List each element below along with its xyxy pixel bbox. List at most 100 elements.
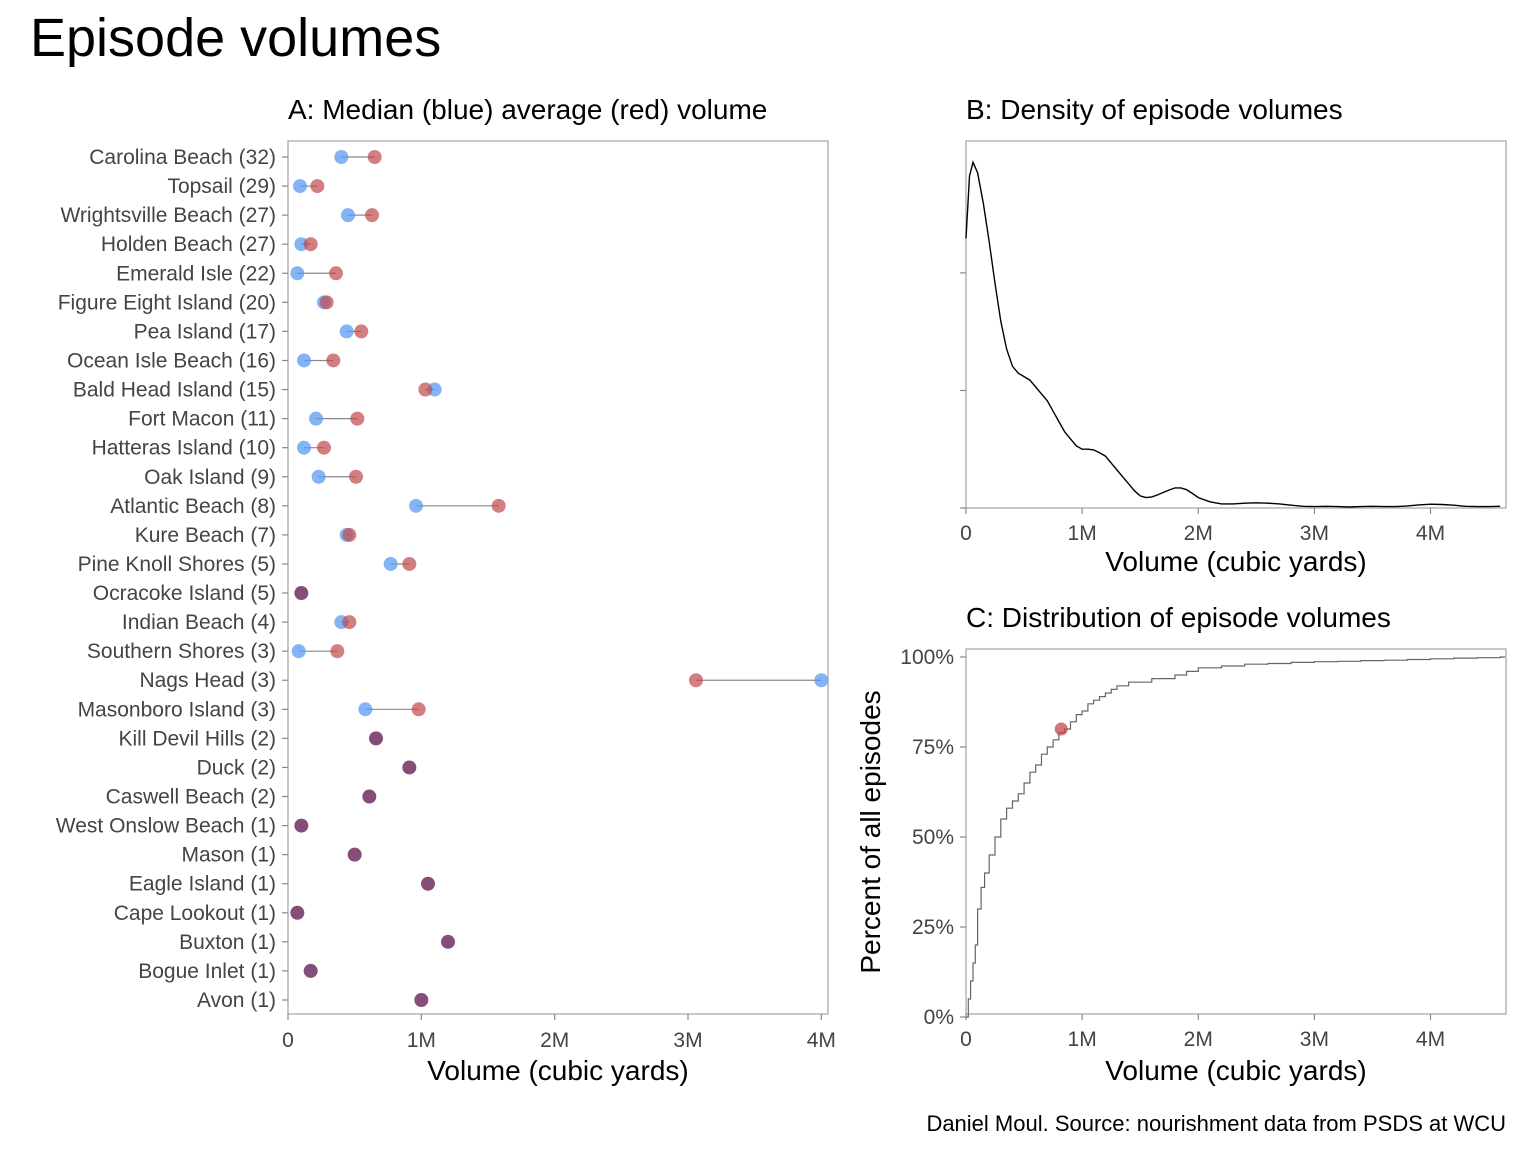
y-tick-label: Cape Lookout (1)	[114, 902, 276, 925]
y-tick-label: Atlantic Beach (8)	[110, 495, 276, 518]
median-point	[311, 469, 326, 484]
x-tick-label: 4M	[1416, 522, 1445, 545]
x-tick-label: 2M	[1184, 1028, 1213, 1051]
y-tick-label: West Onslow Beach (1)	[56, 815, 276, 838]
average-point	[326, 353, 341, 368]
panel-b-frame	[965, 140, 1507, 509]
y-tick-label: Figure Eight Island (20)	[58, 291, 276, 314]
average-point	[303, 237, 318, 252]
x-tick-label: 2M	[1184, 522, 1213, 545]
average-point	[310, 179, 325, 194]
overlap-point	[441, 934, 455, 949]
overlap-point	[294, 586, 309, 601]
panel-a-frame	[287, 140, 829, 1015]
y-tick-label: Holden Beach (27)	[101, 233, 276, 256]
average-point	[319, 295, 334, 310]
x-tick-label: 4M	[1416, 1028, 1445, 1051]
y-tick-label: 75%	[912, 736, 954, 759]
panel-c-x-axis-title: Volume (cubic yards)	[1105, 1055, 1366, 1086]
x-tick-label: 3M	[1300, 1028, 1329, 1051]
cdf-step-curve	[966, 656, 1505, 1018]
y-tick-label: Buxton (1)	[179, 931, 276, 954]
average-point	[367, 150, 382, 164]
main-title: Episode volumes	[30, 8, 442, 68]
y-tick-label: 25%	[912, 916, 954, 939]
median-point	[814, 673, 829, 688]
median-point	[297, 353, 311, 368]
y-tick-label: Bald Head Island (15)	[73, 379, 276, 402]
panel-c: C: Distribution of episode volumes 0% 25%…	[855, 602, 1507, 1086]
panel-c-title: C: Distribution of episode volumes	[966, 602, 1391, 633]
median-point	[290, 266, 305, 281]
panel-b-x-axis-title: Volume (cubic yards)	[1105, 546, 1366, 577]
x-tick-label: 1M	[1068, 1028, 1097, 1051]
y-tick-label: Southern Shores (3)	[87, 640, 276, 663]
y-tick-label: Pine Knoll Shores (5)	[78, 553, 276, 576]
average-point	[342, 615, 357, 630]
panel-b-x-axis: 0 1M 2M 3M 4M	[960, 508, 1445, 545]
panel-a-title: A: Median (blue) average (red) volume	[288, 94, 767, 125]
overlap-point	[414, 993, 429, 1007]
x-tick-label: 3M	[673, 1029, 702, 1052]
panel-b-title: B: Density of episode volumes	[966, 94, 1343, 125]
y-tick-label: Pea Island (17)	[134, 320, 276, 343]
x-tick-label: 1M	[407, 1029, 436, 1052]
y-tick-label: Nags Head (3)	[139, 669, 276, 692]
x-tick-label: 1M	[1068, 522, 1097, 545]
y-tick-label: Eagle Island (1)	[129, 873, 276, 896]
average-point	[329, 266, 343, 281]
panel-c-frame	[965, 648, 1507, 1015]
median-point	[409, 498, 423, 513]
median-point	[297, 440, 311, 455]
average-point	[402, 556, 417, 571]
y-tick-label: Kure Beach (7)	[135, 524, 276, 547]
median-point	[309, 411, 323, 426]
panel-b-y-axis	[960, 272, 966, 509]
y-tick-label: Hatteras Island (10)	[92, 437, 276, 460]
y-tick-label: Emerald Isle (22)	[116, 262, 276, 285]
average-point	[491, 498, 506, 513]
average-point	[354, 324, 369, 339]
panel-a-marks	[290, 150, 829, 1007]
x-tick-label: 0	[282, 1029, 294, 1052]
density-curve	[965, 160, 1501, 508]
panel-c-y-axis-title: Percent of all episodes	[855, 690, 886, 973]
x-tick-label: 2M	[540, 1029, 569, 1052]
y-tick-label: Indian Beach (4)	[122, 611, 276, 634]
y-tick-label: Masonboro Island (3)	[78, 698, 276, 721]
overlap-point	[294, 818, 309, 833]
y-tick-label: Duck (2)	[197, 756, 276, 779]
median-point	[383, 556, 398, 571]
average-point	[342, 527, 357, 542]
average-point	[365, 208, 379, 223]
average-point	[411, 702, 426, 717]
overlap-point	[369, 731, 383, 746]
x-tick-label: 3M	[1300, 522, 1329, 545]
y-tick-label: Ocean Isle Beach (16)	[67, 349, 276, 372]
y-tick-label: Bogue Inlet (1)	[138, 960, 276, 983]
y-tick-label: Caswell Beach (2)	[106, 786, 276, 809]
average-point	[418, 382, 433, 397]
average-point	[689, 673, 703, 688]
y-tick-label: 50%	[912, 826, 954, 849]
average-point	[350, 411, 365, 426]
panel-b: B: Density of episode volumes 0 1M 2M 3M 4M …	[960, 94, 1507, 577]
caption: Daniel Moul. Source: nourishment data fr…	[926, 1111, 1506, 1136]
overlap-point	[347, 847, 362, 862]
x-tick-label: 4M	[807, 1029, 836, 1052]
overlap-point	[421, 876, 435, 891]
panel-c-x-axis: 0 1M 2M 3M 4M	[960, 1014, 1445, 1051]
overlap-point	[402, 760, 417, 775]
cdf-highlight-point	[1054, 722, 1068, 736]
median-point	[291, 644, 306, 659]
y-tick-label: Avon (1)	[197, 989, 276, 1012]
average-point	[330, 644, 345, 659]
overlap-point	[290, 905, 305, 920]
y-tick-label: Fort Macon (11)	[128, 408, 276, 431]
median-point	[334, 150, 349, 164]
panel-a-x-axis: 0 1M 2M 3M 4M	[282, 1014, 836, 1052]
y-tick-label: 0%	[924, 1006, 954, 1029]
overlap-point	[362, 789, 377, 804]
y-tick-label: Kill Devil Hills (2)	[118, 727, 276, 750]
